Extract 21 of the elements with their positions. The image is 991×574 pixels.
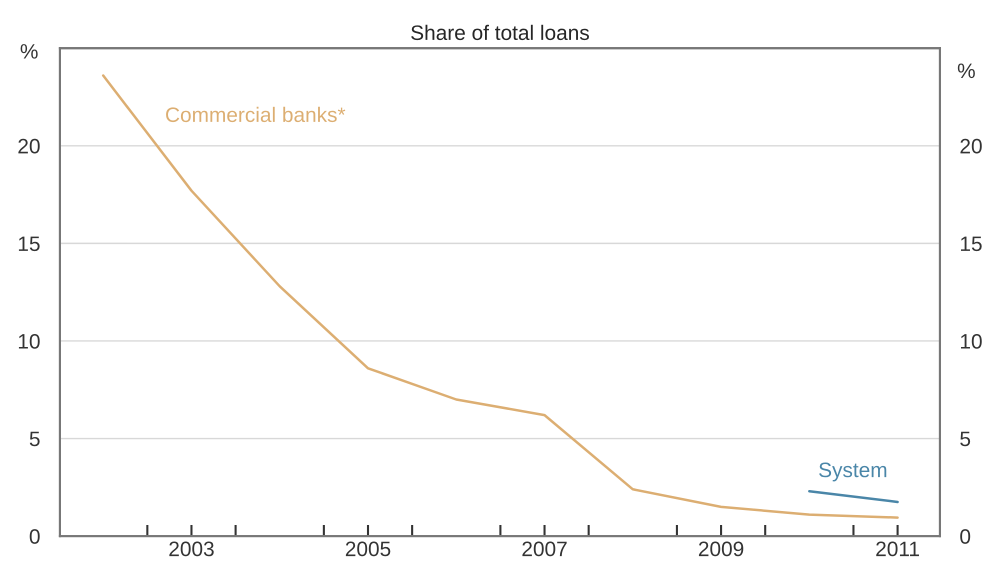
series-label: Commercial banks* <box>166 106 346 122</box>
y2-tick-label: 0 <box>960 529 970 544</box>
y-axis-title: % <box>20 44 38 59</box>
y-tick-label: 15 <box>18 236 40 252</box>
x-tick-label: 2005 <box>346 542 390 556</box>
chart-title: Share of total loans <box>411 24 589 40</box>
y2-tick-label: 10 <box>960 334 982 349</box>
y2-tick-label: 20 <box>960 138 982 154</box>
y2-axis-title: % <box>958 63 975 78</box>
y-tick-label: 0 <box>30 529 40 544</box>
x-tick-label: 2007 <box>522 542 567 556</box>
y2-tick-label: 5 <box>960 432 970 446</box>
x-tick-label: 2011 <box>876 542 919 556</box>
y-tick-label: 10 <box>18 334 40 349</box>
x-tick-label: 2009 <box>698 542 744 556</box>
y-tick-label: 5 <box>30 432 40 446</box>
y-tick-label: 20 <box>18 138 40 154</box>
x-tick-label: 2003 <box>169 542 214 556</box>
series-label: System <box>819 462 886 482</box>
y2-tick-label: 15 <box>960 236 982 252</box>
line-series <box>102 74 899 519</box>
